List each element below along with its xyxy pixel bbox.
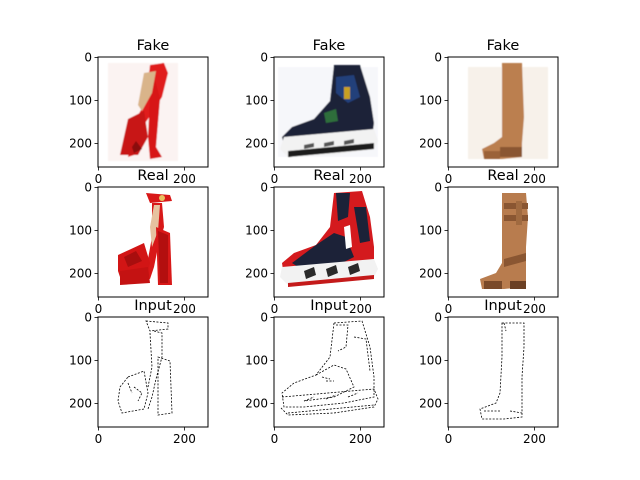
- tick-label: 100: [245, 93, 268, 107]
- panel-title: Fake: [137, 38, 170, 54]
- tick-label: 200: [69, 136, 92, 150]
- panel-title: Input: [484, 298, 522, 314]
- image-fake-boot: [468, 63, 548, 159]
- panel-title: Real: [313, 168, 344, 184]
- image-real-heel: [118, 193, 172, 285]
- tick-label: 100: [69, 353, 92, 367]
- tick-label: 0: [95, 172, 103, 186]
- tick-label: 200: [349, 172, 372, 186]
- image-input-sneaker-sketch: [279, 320, 379, 416]
- tick-label: 200: [419, 136, 442, 150]
- panel-3: [97, 186, 209, 298]
- tick-label: 100: [69, 223, 92, 237]
- tick-label: 0: [271, 172, 279, 186]
- panel-6: [97, 316, 209, 428]
- tick-label: 0: [95, 432, 103, 446]
- axes-frame: [447, 316, 559, 428]
- tick-label: 0: [271, 432, 279, 446]
- panel-title: Input: [310, 298, 348, 314]
- panel-title: Real: [487, 168, 518, 184]
- panel-title: Fake: [487, 38, 520, 54]
- tick-label: 200: [349, 432, 372, 446]
- tick-label: 100: [69, 93, 92, 107]
- tick-label: 0: [84, 181, 92, 195]
- tick-label: 100: [245, 353, 268, 367]
- tick-label: 0: [260, 51, 268, 65]
- tick-label: 200: [173, 172, 196, 186]
- tick-label: 200: [69, 266, 92, 280]
- tick-label: 0: [434, 181, 442, 195]
- tick-label: 100: [419, 93, 442, 107]
- axes-frame: [97, 316, 209, 428]
- tick-label: 200: [245, 396, 268, 410]
- image-fake-heel: [108, 63, 178, 161]
- tick-label: 0: [260, 311, 268, 325]
- tick-label: 200: [173, 432, 196, 446]
- tick-label: 200: [523, 302, 546, 316]
- image-real-boot: [480, 193, 528, 289]
- axes-frame: [273, 316, 385, 428]
- panel-title: Fake: [313, 38, 346, 54]
- tick-label: 0: [95, 302, 103, 316]
- panel-8: [447, 316, 559, 428]
- panel-2: [447, 56, 559, 168]
- tick-label: 100: [419, 223, 442, 237]
- panel-title: Real: [137, 168, 168, 184]
- tick-label: 200: [523, 172, 546, 186]
- image-real-sneaker: [280, 191, 378, 287]
- panel-1: [273, 56, 385, 168]
- tick-label: 200: [69, 396, 92, 410]
- tick-label: 0: [445, 302, 453, 316]
- tick-label: 0: [434, 311, 442, 325]
- tick-label: 200: [349, 302, 372, 316]
- tick-label: 200: [173, 302, 196, 316]
- panel-0: [97, 56, 209, 168]
- tick-label: 200: [419, 396, 442, 410]
- tick-label: 0: [271, 302, 279, 316]
- tick-label: 0: [434, 51, 442, 65]
- tick-label: 200: [245, 266, 268, 280]
- image-input-boot-sketch: [479, 322, 525, 420]
- tick-label: 200: [523, 432, 546, 446]
- tick-label: 0: [84, 51, 92, 65]
- tick-label: 0: [445, 172, 453, 186]
- tick-label: 100: [245, 223, 268, 237]
- image-fake-sneaker: [278, 65, 378, 157]
- tick-label: 0: [84, 311, 92, 325]
- panel-7: [273, 316, 385, 428]
- panel-5: [447, 186, 559, 298]
- panel-4: [273, 186, 385, 298]
- tick-label: 0: [445, 432, 453, 446]
- tick-label: 0: [260, 181, 268, 195]
- axis-ticks: 0 100 200 0 200 0 100 200 0 200 0 100 200 0 200 0 100 200…: [69, 51, 546, 447]
- tick-label: 200: [419, 266, 442, 280]
- panel-title: Input: [134, 298, 172, 314]
- tick-label: 200: [245, 136, 268, 150]
- tick-label: 100: [419, 353, 442, 367]
- image-input-heel-sketch: [117, 320, 173, 416]
